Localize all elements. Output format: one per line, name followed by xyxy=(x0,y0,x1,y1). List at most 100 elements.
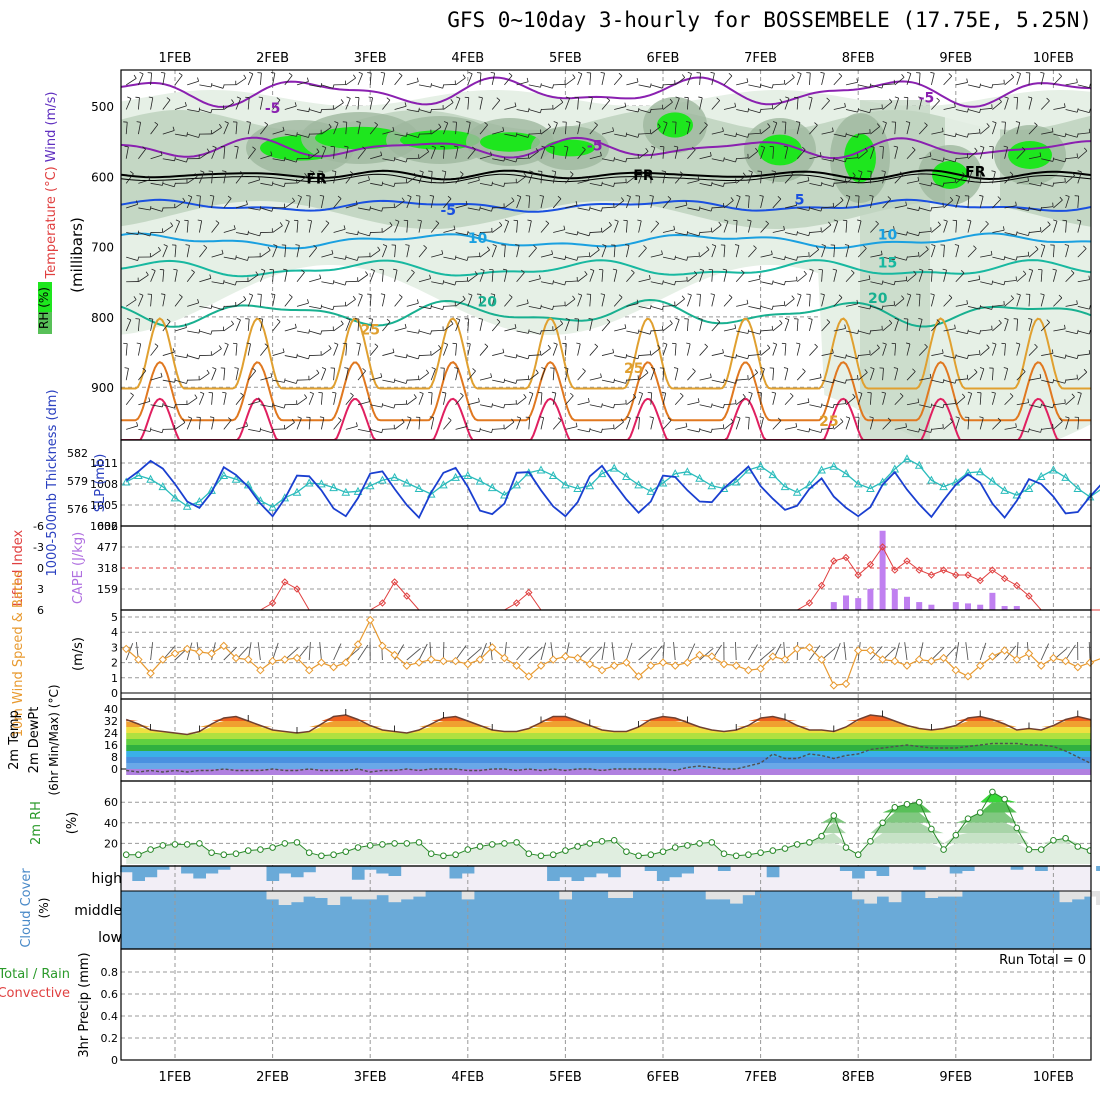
wind-barb xyxy=(272,294,276,307)
cloud-middle-gap xyxy=(461,891,475,900)
wind-barb-flag xyxy=(136,421,139,427)
wind-speed-point xyxy=(927,656,936,666)
wind-barb xyxy=(467,149,476,159)
wind-barb xyxy=(406,133,419,138)
wind-barb xyxy=(370,207,382,212)
wind-barb xyxy=(540,347,551,356)
wind-barb-flag xyxy=(328,123,332,128)
wind-barb-flag xyxy=(911,146,916,151)
wind-barb xyxy=(321,368,327,381)
surface-wind-barb xyxy=(540,642,547,661)
wind-barb xyxy=(1004,232,1017,236)
cloud-middle-gap xyxy=(730,891,743,904)
rh-point xyxy=(769,847,777,854)
wind-barb xyxy=(284,269,288,282)
wind-barb-flag xyxy=(930,293,935,296)
wind-barb-flag xyxy=(535,369,539,374)
wind-barb xyxy=(455,280,468,283)
wind-barb-flag xyxy=(948,294,953,298)
wind-barb xyxy=(906,402,919,406)
wind-barb xyxy=(418,417,421,430)
wind-barb xyxy=(662,256,675,261)
cloud-high-bar xyxy=(290,866,304,878)
wind-barb xyxy=(1053,220,1058,233)
wind-barb-flag xyxy=(148,397,151,402)
wind-barb-flag xyxy=(551,170,556,172)
wind-barb-flag xyxy=(1003,145,1008,148)
wind-barb xyxy=(931,427,944,430)
wind-barb xyxy=(687,370,696,381)
wind-barb-flag xyxy=(973,245,977,249)
wind-barb-flag xyxy=(187,416,192,419)
wind-barb xyxy=(687,122,691,135)
wind-barb xyxy=(723,221,729,233)
wind-barb xyxy=(370,182,383,186)
surface-wind-barb xyxy=(843,642,847,661)
wind-barb-flag xyxy=(559,320,564,324)
wind-barb xyxy=(1065,417,1070,430)
wind-barb xyxy=(589,182,602,187)
wind-barb xyxy=(1028,346,1038,356)
wind-barb xyxy=(479,319,483,332)
wind-barb-flag xyxy=(710,403,713,408)
wind-barb xyxy=(736,355,748,360)
wind-barb xyxy=(1041,182,1053,187)
wind-barb xyxy=(992,122,997,135)
wind-barb xyxy=(1004,395,1014,406)
rh-point xyxy=(1013,824,1021,832)
wind-barb xyxy=(150,404,163,408)
wind-barb-flag xyxy=(746,299,749,304)
wind-barb xyxy=(321,196,325,209)
wind-barb-flag xyxy=(1083,147,1088,152)
wind-barb-flag xyxy=(174,156,176,161)
wind-barb xyxy=(308,372,320,381)
wind-barb-flag xyxy=(496,318,501,323)
wind-barb xyxy=(443,198,452,209)
wind-barb xyxy=(394,296,403,307)
wind-barb xyxy=(662,83,676,86)
wind-barb-flag xyxy=(182,197,186,202)
wind-barb xyxy=(174,379,187,384)
thickness-point xyxy=(622,471,631,480)
wind-barb-flag xyxy=(1059,418,1063,422)
wind-barb-flag xyxy=(679,171,684,175)
wind-barb-flag xyxy=(870,145,875,148)
wind-barb xyxy=(589,97,593,110)
wind-barb-flag xyxy=(728,294,733,298)
wind-barb-flag xyxy=(343,225,346,230)
isotherm-label: 20 xyxy=(868,291,888,307)
wind-barb xyxy=(1065,245,1070,258)
wind-barb xyxy=(504,221,510,233)
wind-barb xyxy=(211,84,224,89)
wind-barb xyxy=(272,158,285,162)
wind-barb xyxy=(638,393,643,405)
wind-barb xyxy=(772,101,783,110)
wind-barb-flag xyxy=(358,71,363,75)
wind-barb xyxy=(723,379,736,384)
wind-barb xyxy=(638,132,651,135)
wind-barb xyxy=(650,329,663,332)
wind-barb-flag xyxy=(991,391,996,394)
wind-barb xyxy=(809,124,818,135)
wind-barb xyxy=(882,229,895,233)
wind-barb xyxy=(748,150,759,160)
surface-wind-barb xyxy=(673,642,676,661)
wind-barb-flag xyxy=(270,293,276,295)
wind-speed-point xyxy=(329,662,338,672)
wind-barb xyxy=(979,417,984,430)
wind-barb xyxy=(711,158,724,162)
wind-barb-flag xyxy=(899,171,904,175)
wind-barb-flag xyxy=(1039,374,1042,379)
wind-barb-flag xyxy=(553,121,558,124)
wind-barb xyxy=(809,319,813,332)
wind-speed-point xyxy=(134,655,143,664)
wind-barb-flag xyxy=(600,373,602,378)
run-total-label: Run Total = 0 xyxy=(999,953,1086,968)
wind-barb-flag xyxy=(425,369,429,374)
wind-barb xyxy=(491,245,497,258)
rh-point xyxy=(891,804,899,811)
wind-barb-flag xyxy=(429,194,434,197)
wind-barb xyxy=(333,323,344,332)
wind-barb xyxy=(760,196,764,209)
wind-barb xyxy=(613,75,623,86)
